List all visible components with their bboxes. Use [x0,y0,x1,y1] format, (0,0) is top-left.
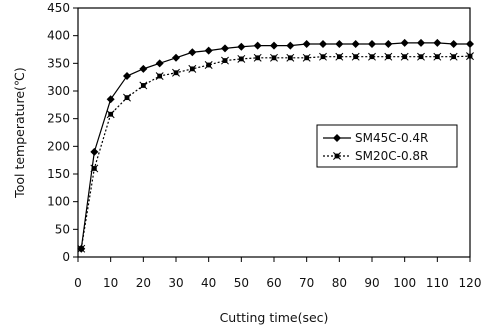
point-sm20c-0-8r [77,244,86,253]
point-sm20c-0-8r [286,53,295,62]
legend-label-sm20c-0-8r: SM20C-0.8R [355,149,428,163]
x-tick-label: 40 [201,276,216,290]
x-tick-label: 110 [426,276,449,290]
y-tick-label: 0 [62,250,70,264]
x-tick-label: 20 [136,276,151,290]
y-axis-title: Tool temperature(℃) [12,67,27,199]
x-tick-label: 10 [103,276,118,290]
x-tick-label: 0 [74,276,82,290]
point-sm45c-0-4r [221,44,229,53]
point-sm20c-0-8r [188,64,197,73]
point-sm45c-0-4r [188,48,197,57]
x-axis-title: Cutting time(sec) [220,310,329,325]
point-sm20c-0-8r [400,52,409,61]
point-sm45c-0-4r [123,72,131,81]
point-sm45c-0-4r [155,59,164,68]
point-sm45c-0-4r [253,41,262,50]
x-tick-label: 70 [299,276,314,290]
x-tick-label: 120 [459,276,482,290]
x-tick-label: 50 [234,276,249,290]
point-sm45c-0-4r [335,39,344,48]
point-sm20c-0-8r [270,53,278,62]
point-sm20c-0-8r [466,52,474,61]
y-tick-label: 450 [47,1,70,15]
point-sm45c-0-4r [286,41,295,50]
point-sm20c-0-8r [155,72,164,81]
point-sm45c-0-4r [384,39,393,48]
point-sm20c-0-8r [106,110,115,119]
point-sm20c-0-8r [123,93,131,102]
point-sm20c-0-8r [368,52,376,61]
point-sm45c-0-4r [466,39,474,48]
point-sm45c-0-4r [139,64,148,73]
point-sm45c-0-4r [368,39,376,48]
point-sm45c-0-4r [106,95,115,104]
y-tick-label: 250 [47,112,70,126]
x-tick-label: 100 [393,276,416,290]
point-sm45c-0-4r [204,46,213,55]
point-sm45c-0-4r [400,38,409,47]
point-sm20c-0-8r [319,52,327,61]
point-sm20c-0-8r [433,52,442,61]
point-sm45c-0-4r [319,39,327,48]
legend-label-sm45c-0-4r: SM45C-0.4R [355,131,428,145]
point-sm45c-0-4r [172,53,180,62]
legend-box [316,124,458,168]
point-sm20c-0-8r [384,52,393,61]
point-sm45c-0-4r [351,39,360,48]
point-sm20c-0-8r [221,56,229,65]
point-sm45c-0-4r [90,147,99,156]
x-tick-label: 30 [168,276,183,290]
x-tick-label: 60 [266,276,281,290]
point-sm45c-0-4r [237,42,246,51]
point-sm20c-0-8r [351,52,360,61]
y-tick-label: 200 [47,139,70,153]
point-sm20c-0-8r [90,164,99,173]
point-sm20c-0-8r [139,81,148,90]
point-sm45c-0-4r [270,41,278,50]
legend-marker-sm45c-0-4r [333,134,341,142]
point-sm45c-0-4r [302,39,311,48]
point-sm45c-0-4r [433,38,442,47]
point-sm20c-0-8r [302,53,311,62]
point-sm20c-0-8r [172,68,180,77]
y-tick-label: 300 [47,84,70,98]
y-tick-label: 350 [47,56,70,70]
point-sm20c-0-8r [204,61,213,69]
point-sm20c-0-8r [237,54,246,63]
point-sm20c-0-8r [417,52,425,61]
point-sm20c-0-8r [253,53,262,62]
legend-marker-sm20c-0-8r [333,152,341,160]
point-sm45c-0-4r [449,39,458,48]
point-sm20c-0-8r [449,52,458,61]
y-tick-label: 400 [47,29,70,43]
y-tick-label: 100 [47,195,70,209]
point-sm20c-0-8r [335,52,344,61]
point-sm45c-0-4r [417,38,425,47]
y-tick-label: 150 [47,167,70,181]
y-tick-label: 50 [55,222,70,236]
x-tick-label: 80 [332,276,347,290]
x-tick-label: 90 [364,276,379,290]
